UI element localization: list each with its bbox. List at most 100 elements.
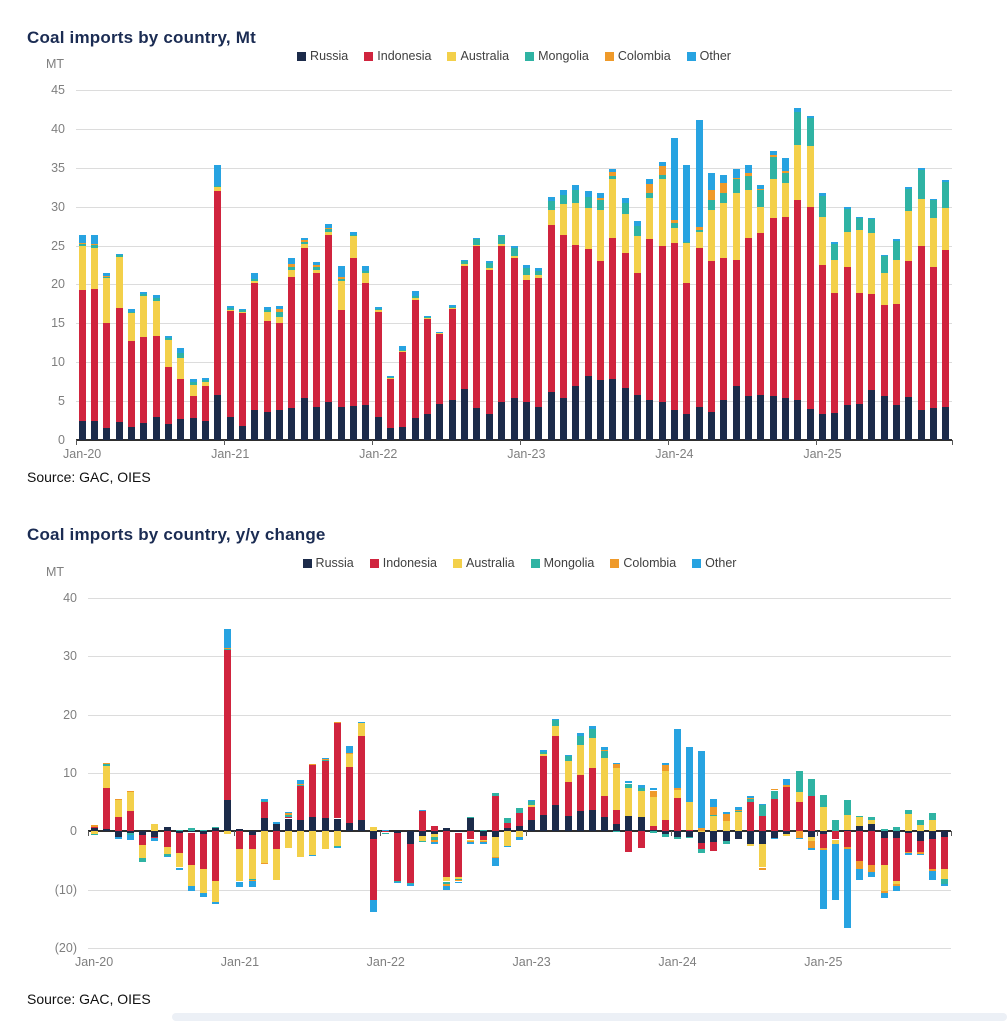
bar-segment-mongolia: [139, 858, 147, 862]
bar-segment-other: [633, 221, 641, 227]
bar-segment-australia: [276, 317, 284, 323]
bar-segment-mongolia: [78, 244, 86, 247]
bar-segment-australia: [576, 745, 584, 776]
bar-segment-other: [759, 803, 767, 806]
bar-segment-colombia: [260, 863, 268, 864]
bar-segment-mongolia: [942, 181, 950, 209]
bar-segment-mongolia: [795, 770, 803, 792]
bar-segment-mongolia: [658, 174, 666, 180]
legend-swatch-icon: [610, 558, 620, 568]
gridline: [88, 656, 951, 658]
gridline: [76, 245, 952, 247]
bar-segment-australia: [236, 849, 244, 882]
bar-segment-colombia: [722, 814, 730, 822]
bar-segment-other: [522, 265, 530, 269]
bar-segment-mongolia: [819, 794, 827, 807]
legend-item-indonesia: Indonesia: [364, 49, 431, 63]
bar-segment-indonesia: [300, 247, 308, 398]
bar-segment-indonesia: [771, 798, 779, 832]
bar-segment-mongolia: [941, 878, 949, 884]
bar-segment-russia: [722, 831, 730, 842]
bar-segment-indonesia: [163, 831, 171, 848]
bar-segment-russia: [424, 413, 432, 440]
bar-segment-mongolia: [424, 317, 432, 318]
bar-segment-australia: [695, 232, 703, 248]
legend-label: Russia: [310, 49, 349, 63]
bar-segment-mongolia: [698, 848, 706, 854]
bar-segment-russia: [832, 830, 840, 832]
bar-segment-australia: [707, 209, 715, 262]
bar-segment-other: [905, 187, 913, 189]
bar-segment-other: [596, 192, 604, 199]
bar-segment-other: [720, 174, 728, 184]
bar-segment-indonesia: [276, 322, 284, 410]
bar-segment-australia: [855, 230, 863, 293]
bar-segment-colombia: [807, 841, 815, 848]
bar-segment-colombia: [78, 243, 86, 244]
bar-segment-indonesia: [516, 812, 523, 827]
bar-segment-russia: [942, 406, 950, 440]
bar-segment-other: [646, 179, 654, 185]
bar-segment-other: [698, 751, 706, 829]
bar-segment-australia: [522, 275, 530, 280]
bar-segment-russia: [552, 805, 560, 832]
bar-segment-other: [473, 237, 481, 240]
bar-segment-indonesia: [443, 831, 451, 877]
bar-segment-mongolia: [674, 837, 681, 839]
bar-segment-colombia: [325, 227, 333, 230]
bar-segment-indonesia: [576, 775, 584, 811]
bar-segment-other: [127, 835, 135, 841]
bar-segment-mongolia: [177, 352, 185, 358]
bar-segment-russia: [576, 810, 584, 832]
bar-segment-australia: [658, 179, 666, 247]
bar-segment-australia: [806, 146, 814, 207]
bar-segment-colombia: [90, 824, 98, 827]
bar-segment-indonesia: [382, 831, 390, 833]
bar-segment-mongolia: [473, 239, 481, 245]
bar-segment-indonesia: [485, 269, 493, 414]
legend-item-other: Other: [692, 556, 736, 570]
bar-segment-other: [263, 307, 271, 311]
bar-segment-australia: [596, 209, 604, 262]
bar-segment-other: [771, 837, 779, 839]
bar-segment-australia: [443, 876, 451, 882]
bar-segment-australia: [783, 833, 791, 836]
bar-segment-australia: [868, 820, 876, 825]
bar-segment-indonesia: [686, 829, 694, 832]
bar-segment-indonesia: [698, 843, 706, 849]
x-axis-tick: [668, 440, 670, 445]
bar-segment-australia: [430, 834, 438, 838]
bar-segment-australia: [288, 269, 296, 277]
bar-segment-russia: [783, 831, 791, 834]
bar-segment-australia: [540, 754, 548, 757]
bar-segment-other: [248, 880, 256, 887]
bar-segment-colombia: [868, 865, 876, 873]
axis-zero-line: [76, 439, 952, 441]
bar-segment-mongolia: [382, 832, 390, 834]
bar-segment-other: [285, 812, 293, 813]
bar-segment-colombia: [746, 798, 754, 800]
bar-segment-russia: [236, 829, 244, 832]
bar-segment-other: [584, 191, 592, 197]
bar-segment-other: [831, 241, 839, 244]
bar-segment-russia: [467, 817, 475, 832]
bar-segment-russia: [625, 816, 633, 832]
bar-segment-other: [333, 847, 341, 848]
bar-segment-australia: [297, 831, 305, 857]
bar-segment-other: [552, 719, 560, 720]
bar-segment-other: [260, 798, 268, 801]
bar-segment-colombia: [285, 812, 293, 815]
bar-segment-russia: [418, 831, 426, 836]
bar-segment-other: [128, 309, 136, 312]
bar-segment-other: [406, 884, 414, 887]
bar-segment-mongolia: [333, 845, 341, 848]
bar-segment-australia: [904, 813, 912, 832]
bar-segment-australia: [564, 761, 572, 783]
bar-segment-indonesia: [362, 282, 370, 405]
bar-segment-australia: [285, 831, 293, 849]
y-tick-label: 30: [51, 199, 65, 214]
bar-segment-indonesia: [467, 831, 475, 840]
bar-segment-mongolia: [374, 309, 382, 311]
bar-segment-australia: [214, 187, 222, 192]
bar-segment-other: [411, 291, 419, 297]
